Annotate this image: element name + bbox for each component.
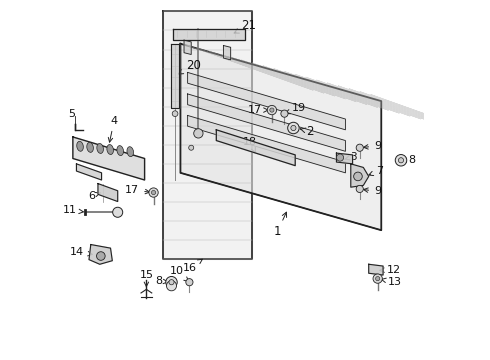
Text: 8: 8 (155, 276, 168, 286)
Circle shape (281, 110, 288, 117)
Text: 18: 18 (244, 138, 257, 153)
Polygon shape (98, 184, 118, 202)
Circle shape (149, 188, 158, 197)
Text: 11: 11 (63, 206, 83, 216)
Circle shape (337, 154, 343, 161)
Text: 3: 3 (344, 152, 357, 162)
Circle shape (376, 276, 380, 281)
Ellipse shape (107, 145, 114, 154)
Text: 12: 12 (380, 265, 401, 275)
Circle shape (398, 158, 404, 163)
Text: 16: 16 (183, 259, 202, 273)
Text: 20: 20 (178, 59, 201, 74)
Polygon shape (216, 130, 295, 166)
Polygon shape (368, 264, 383, 275)
Text: 8: 8 (402, 155, 416, 165)
Text: 21: 21 (234, 19, 256, 33)
Polygon shape (172, 44, 179, 108)
Circle shape (166, 276, 177, 288)
Text: 5: 5 (69, 109, 75, 119)
Text: 6: 6 (88, 191, 100, 201)
Ellipse shape (97, 144, 103, 153)
Text: 2: 2 (300, 125, 314, 138)
Circle shape (113, 207, 122, 217)
Text: 4: 4 (108, 116, 118, 142)
Polygon shape (76, 164, 101, 180)
Text: 15: 15 (139, 270, 153, 287)
Circle shape (172, 111, 178, 117)
Text: 9: 9 (364, 141, 381, 151)
Circle shape (270, 108, 274, 112)
Text: 17: 17 (125, 185, 150, 195)
Circle shape (395, 154, 407, 166)
Circle shape (373, 274, 382, 283)
Polygon shape (89, 244, 112, 264)
Polygon shape (188, 72, 345, 130)
Circle shape (291, 125, 296, 131)
Polygon shape (163, 12, 252, 259)
Circle shape (186, 279, 193, 286)
Polygon shape (337, 153, 353, 164)
Circle shape (194, 129, 203, 138)
Text: 14: 14 (70, 247, 92, 257)
Text: 13: 13 (381, 277, 402, 287)
Text: 7: 7 (369, 166, 383, 176)
Polygon shape (173, 30, 245, 40)
Circle shape (167, 281, 176, 291)
Polygon shape (351, 164, 368, 187)
Text: 1: 1 (273, 212, 287, 238)
Ellipse shape (127, 147, 134, 157)
Circle shape (356, 144, 364, 151)
Polygon shape (223, 45, 231, 60)
Circle shape (97, 252, 105, 260)
Polygon shape (188, 116, 345, 173)
Circle shape (356, 185, 364, 193)
Ellipse shape (87, 143, 94, 152)
Text: 9: 9 (364, 186, 381, 197)
Polygon shape (73, 137, 145, 180)
Polygon shape (180, 44, 381, 230)
Circle shape (267, 105, 276, 115)
Polygon shape (184, 40, 191, 54)
Circle shape (189, 145, 194, 150)
Ellipse shape (117, 145, 123, 156)
Circle shape (354, 172, 362, 181)
Text: 10: 10 (170, 266, 189, 282)
Polygon shape (188, 94, 345, 151)
Text: 17: 17 (247, 105, 268, 115)
Circle shape (288, 122, 299, 134)
Circle shape (151, 190, 156, 195)
Circle shape (169, 280, 174, 285)
Ellipse shape (77, 141, 83, 151)
Text: 19: 19 (286, 103, 306, 114)
